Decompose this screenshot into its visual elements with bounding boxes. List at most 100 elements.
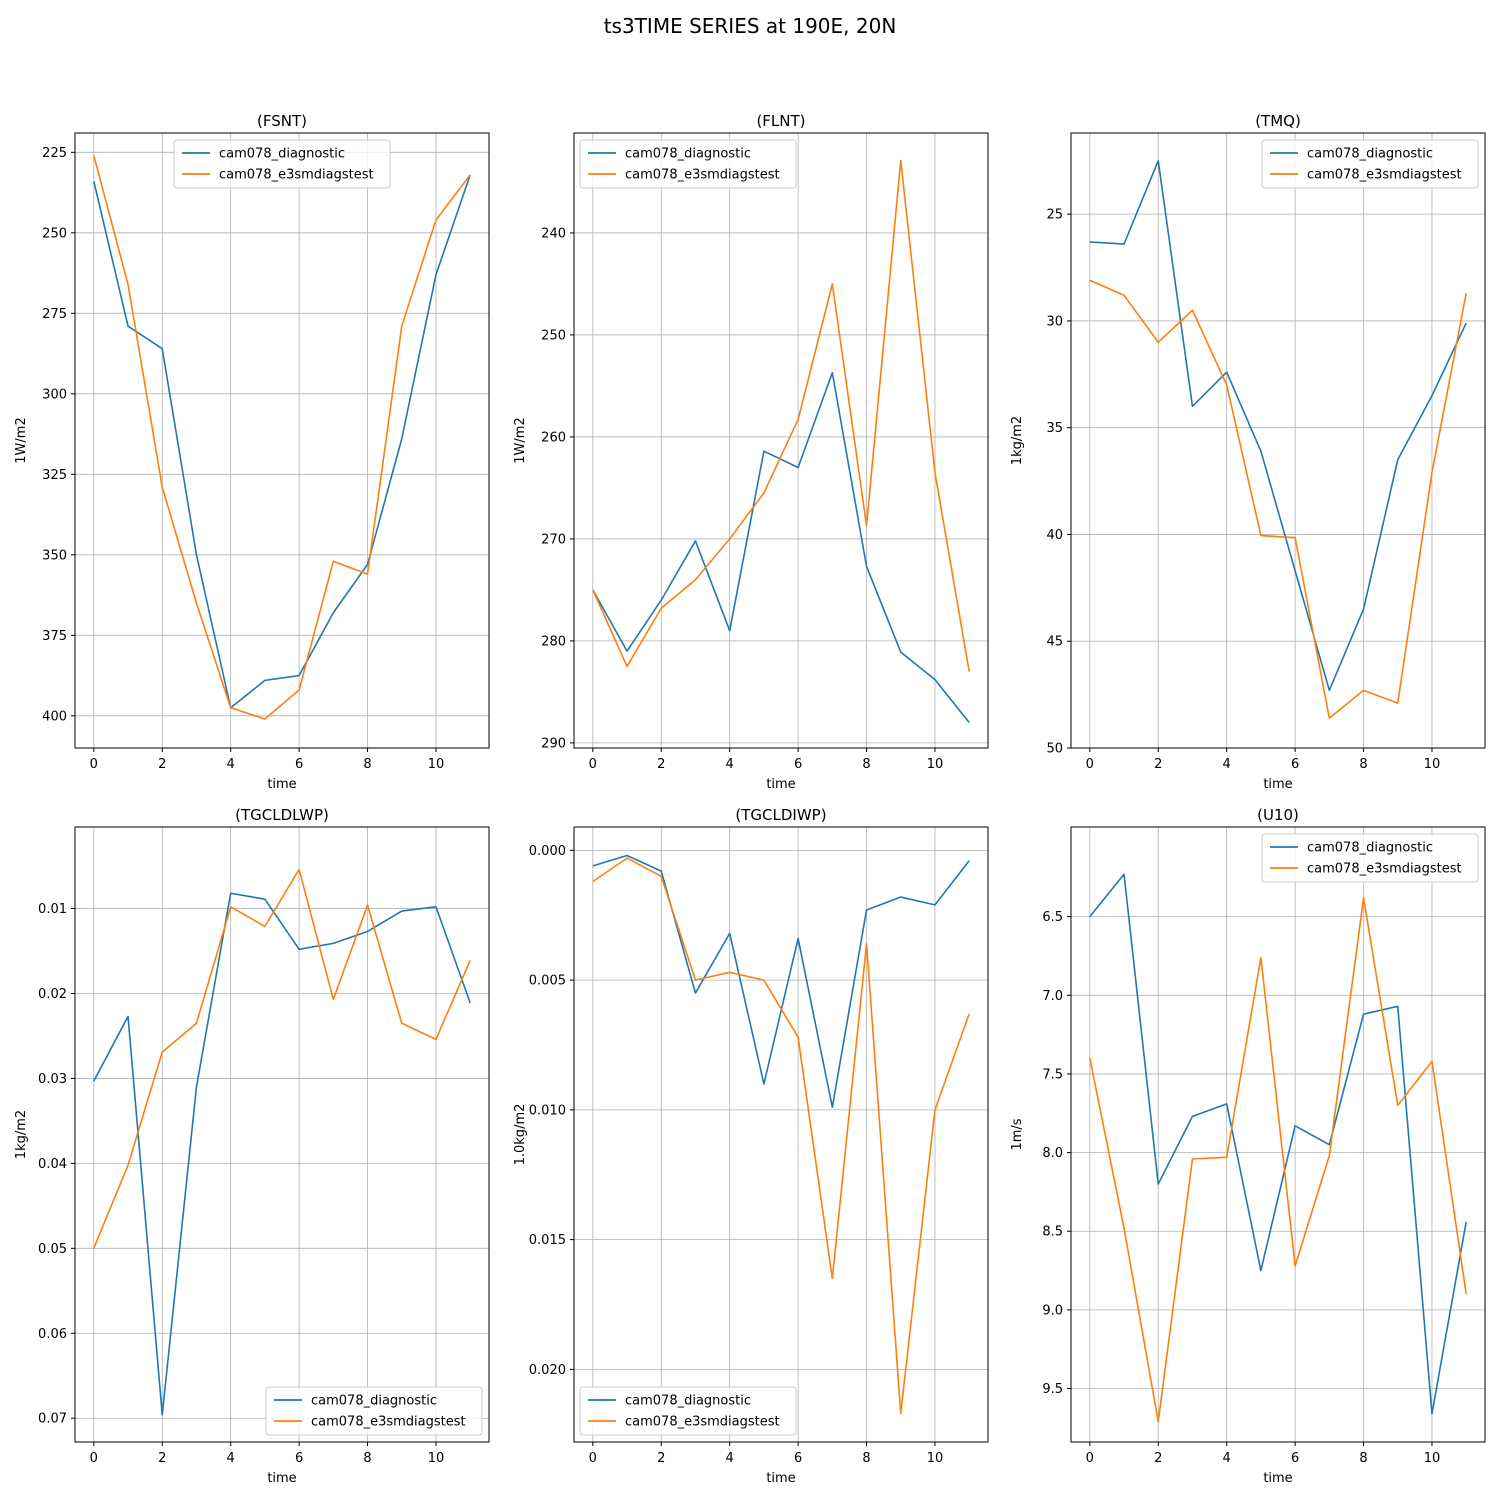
- y-tick-label: 0.010: [529, 1103, 566, 1118]
- x-axis-label: time: [267, 777, 296, 792]
- x-axis-label: time: [1263, 1471, 1292, 1486]
- x-tick-label: 0: [90, 757, 98, 772]
- legend-box: [579, 1386, 797, 1436]
- subplot-2: 0 2 4 6 8 10 25 30 35 40 45 50 (TMQ) time 1kg/m2 cam078…: [1010, 112, 1486, 792]
- legend: cam078_diagnostic cam078_e3smdiagstest: [173, 139, 391, 189]
- x-tick-label: 6: [295, 1451, 303, 1466]
- x-tick-label: 8: [1359, 1451, 1367, 1466]
- x-tick-label: 6: [295, 757, 303, 772]
- y-axis-label: 1W/m2: [513, 417, 528, 463]
- legend-entry: cam078_e3smdiagstest: [625, 168, 780, 183]
- x-tick-label: 8: [862, 1451, 870, 1466]
- y-tick-label: 0.06: [38, 1327, 67, 1342]
- x-tick-label: 4: [726, 757, 734, 772]
- legend-box: [1261, 833, 1479, 883]
- series-line-cam078_diagnostic: [1089, 873, 1467, 1415]
- series-line-cam078_e3smdiagstest: [93, 868, 471, 1249]
- y-tick-label: 0.000: [529, 844, 566, 859]
- x-tick-label: 8: [363, 1451, 371, 1466]
- y-tick-label: 375: [42, 629, 67, 644]
- x-tick-label: 10: [927, 1451, 944, 1466]
- x-tick-label: 10: [428, 757, 445, 772]
- series-line-cam078_e3smdiagstest: [93, 155, 471, 720]
- legend-entry: cam078_diagnostic: [625, 1394, 751, 1409]
- legend-entry: cam078_e3smdiagstest: [219, 168, 374, 183]
- subplot-title: (U10): [1257, 806, 1299, 824]
- x-tick-label: 2: [158, 757, 166, 772]
- series-line-cam078_e3smdiagstest: [1089, 896, 1467, 1423]
- x-tick-label: 6: [1291, 1451, 1299, 1466]
- y-tick-label: 400: [42, 709, 67, 724]
- y-tick-label: 240: [541, 226, 566, 241]
- x-tick-label: 6: [1291, 757, 1299, 772]
- axes-frame: [74, 826, 490, 1443]
- y-tick-label: 0.02: [38, 987, 67, 1002]
- axes-frame: [74, 132, 490, 749]
- series-line-cam078_diagnostic: [93, 892, 471, 1416]
- x-tick-label: 8: [363, 757, 371, 772]
- y-tick-label: 350: [42, 548, 67, 563]
- y-tick-label: 0.03: [38, 1072, 67, 1087]
- x-tick-label: 2: [657, 757, 665, 772]
- y-tick-label: 45: [1046, 635, 1063, 650]
- y-tick-label: 0.005: [529, 974, 566, 989]
- legend-entry: cam078_e3smdiagstest: [1307, 862, 1462, 877]
- legend-entry: cam078_diagnostic: [1307, 841, 1433, 856]
- x-tick-label: 4: [726, 1451, 734, 1466]
- y-tick-label: 250: [541, 328, 566, 343]
- x-tick-label: 6: [794, 1451, 802, 1466]
- y-tick-label: 9.5: [1042, 1382, 1063, 1397]
- series-line-cam078_e3smdiagstest: [592, 857, 970, 1415]
- legend: cam078_diagnostic cam078_e3smdiagstest: [265, 1386, 483, 1436]
- subplot-title: (TMQ): [1255, 112, 1301, 130]
- y-tick-label: 30: [1046, 314, 1063, 329]
- axes-frame: [573, 132, 989, 749]
- y-tick-label: 270: [541, 532, 566, 547]
- x-tick-label: 4: [1223, 757, 1231, 772]
- y-tick-label: 325: [42, 468, 67, 483]
- x-tick-label: 10: [927, 757, 944, 772]
- y-tick-label: 0.015: [529, 1233, 566, 1248]
- y-tick-label: 50: [1046, 742, 1063, 757]
- x-axis-label: time: [766, 1471, 795, 1486]
- axes-frame: [573, 826, 989, 1443]
- y-axis-label: 1kg/m2: [14, 1110, 29, 1159]
- legend-entry: cam078_diagnostic: [311, 1394, 437, 1409]
- legend-box: [173, 139, 391, 189]
- y-tick-label: 35: [1046, 421, 1063, 436]
- x-tick-label: 2: [158, 1451, 166, 1466]
- x-tick-label: 0: [1086, 757, 1094, 772]
- y-tick-label: 6.5: [1042, 910, 1063, 925]
- subplot-title: (FSNT): [257, 112, 307, 130]
- x-axis-label: time: [267, 1471, 296, 1486]
- subplot-1: 0 2 4 6 8 10 240 250 260 270 280 290 (FLNT) time 1W/m2…: [513, 112, 989, 792]
- x-tick-label: 6: [794, 757, 802, 772]
- x-tick-label: 10: [1424, 757, 1441, 772]
- y-axis-label: 1.0kg/m2: [513, 1104, 528, 1166]
- series-line-cam078_diagnostic: [592, 371, 970, 723]
- y-tick-label: 8.0: [1042, 1146, 1063, 1161]
- x-axis-label: time: [1263, 777, 1292, 792]
- subplot-title: (FLNT): [756, 112, 805, 130]
- x-tick-label: 4: [227, 757, 235, 772]
- y-tick-label: 8.5: [1042, 1225, 1063, 1240]
- legend-entry: cam078_e3smdiagstest: [311, 1415, 466, 1430]
- x-tick-label: 8: [862, 757, 870, 772]
- y-tick-label: 0.04: [38, 1157, 67, 1172]
- subplot-4: 0 2 4 6 8 10 0.000 0.005 0.010 0.015 0.020 (TGCLDIW…: [513, 806, 989, 1486]
- x-tick-label: 10: [428, 1451, 445, 1466]
- x-tick-label: 4: [1223, 1451, 1231, 1466]
- series-line-cam078_diagnostic: [93, 174, 471, 709]
- y-tick-label: 0.07: [38, 1412, 67, 1427]
- x-tick-label: 0: [589, 1451, 597, 1466]
- x-tick-label: 0: [589, 757, 597, 772]
- y-tick-label: 9.0: [1042, 1303, 1063, 1318]
- y-axis-label: 1W/m2: [14, 417, 29, 463]
- y-tick-label: 0.01: [38, 902, 67, 917]
- axes-frame: [1070, 132, 1486, 749]
- axes-frame: [1070, 826, 1486, 1443]
- y-tick-label: 25: [1046, 208, 1063, 223]
- legend: cam078_diagnostic cam078_e3smdiagstest: [579, 1386, 797, 1436]
- y-axis-label: 1kg/m2: [1010, 416, 1025, 465]
